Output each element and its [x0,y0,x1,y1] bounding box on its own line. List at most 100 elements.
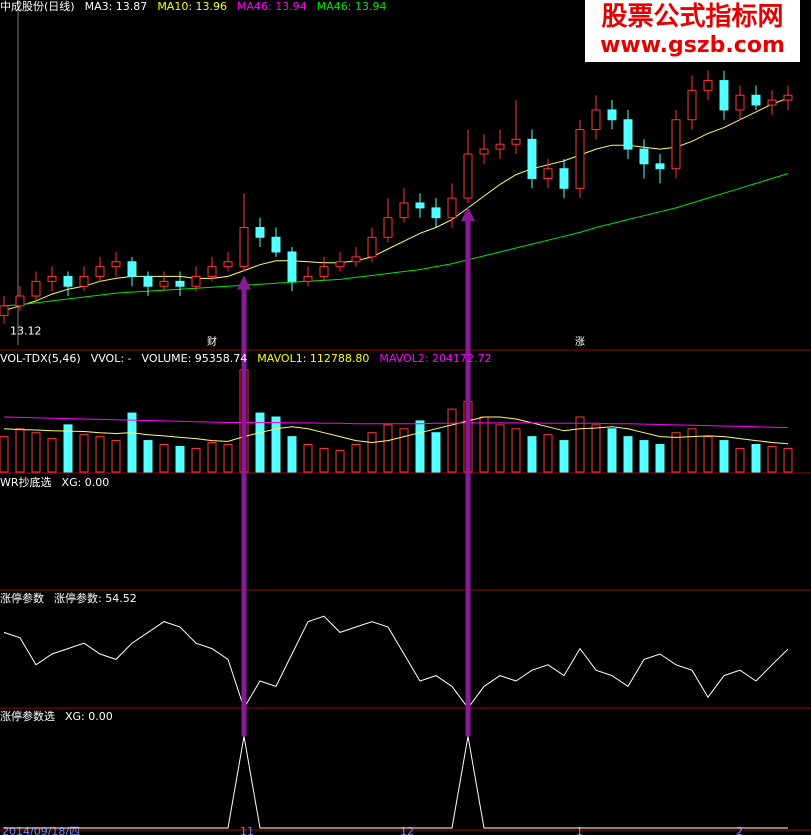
volume-bar [671,432,681,473]
candle-body [751,94,761,106]
volume-bar [127,412,137,473]
volume-bar [543,434,553,473]
candle-body [495,143,505,150]
candle-body [159,280,169,287]
volume-bar [15,428,25,473]
volume-bar [415,420,425,473]
legend-entry: MA3: 13.87 [84,0,148,13]
volume-bar [735,447,745,473]
candle-body [239,226,249,268]
volume-bar [0,436,9,473]
panel-title: 中成股份(日线) [0,0,75,13]
candle-body [383,217,393,238]
ma-line [3,97,789,312]
candle-body [623,119,633,150]
x-tick-label: 2 [736,825,743,835]
candle-body [287,251,297,282]
candle-body [543,168,553,180]
volume-bar [31,432,41,473]
volume-bar [95,436,105,473]
volume-bar [655,444,665,473]
candle-body [399,202,409,219]
legend-entry: MAVOL1: 112788.80 [257,352,370,365]
candle-body [527,138,537,180]
panel-header: WR抄底选 XG: 0.00 [0,476,109,489]
legend-entry: XG: 0.00 [65,710,113,723]
panel-title: 涨停参数选 [0,710,55,723]
candle-body [303,275,313,282]
x-tick-label: 12 [400,825,414,835]
volume-bar [591,424,601,473]
candle-body [719,80,729,111]
legend-entry: 涨停参数: 54.52 [54,592,137,605]
candle-body [687,89,697,121]
x-tick-label: 11 [240,825,254,835]
candle-body [511,138,521,145]
candle-body [783,94,793,101]
panel-title: VOL-TDX(5,46) [0,352,81,365]
candle-body [559,168,569,189]
volume-ma-line [3,416,789,429]
panel-header: VOL-TDX(5,46) VVOL: - VOLUME: 95358.74 MAVO… [0,352,492,365]
volume-bar [287,436,297,473]
candle-body [143,275,153,287]
legend-entry: XG: 0.00 [61,476,110,489]
x-tick-label: 2014/09/18/四 [2,825,80,835]
panel-header: 中成股份(日线) MA3: 13.87 MA10: 13.96 MA46: 13.94… [0,0,386,13]
panel-header: 涨停参数选 XG: 0.00 [0,710,113,723]
candle-body [31,280,41,297]
legend-entry: MA10: 13.96 [157,0,228,13]
x-tick-label: 1 [576,825,583,835]
volume-bar [607,428,617,473]
candle-body [575,129,585,189]
candle-body [639,148,649,165]
candle-body [431,207,441,219]
volume-bar [111,440,121,473]
candle-body [703,80,713,91]
volume-bar [159,444,169,473]
volume-bar [495,424,505,473]
volume-bar [559,440,569,473]
candle-body [63,275,73,287]
candle-body [191,275,201,287]
panel-title: 涨停参数 [0,592,44,605]
watermark-title: 股票公式指标网 [601,2,784,32]
volume-bar [767,445,777,473]
ma-line [3,173,789,307]
volume-bar [575,416,585,473]
candle-body [607,109,617,121]
candle-body [255,226,265,238]
volume-bar [271,416,281,473]
low-label: 13.12 [10,324,42,337]
legend-entry: MA46: 13.94 [237,0,307,13]
volume-bar [703,436,713,473]
candle-body [447,197,457,219]
volume-bar [303,444,313,473]
volume-bar [255,412,265,473]
candle-body [319,266,329,277]
candle-body [175,280,185,287]
indicator-line [3,615,789,710]
volume-bar [399,428,409,473]
candle-body [479,148,489,155]
candle-body [271,236,281,253]
watermark-url: www.gszb.com [600,33,785,58]
candle-body [95,266,105,277]
volume-bar [367,432,377,473]
indicator-line [4,736,788,829]
volume-bar [63,424,73,473]
candle-body [671,119,681,170]
legend-entry: VVOL: - [90,352,132,365]
watermark: 股票公式指标网 www.gszb.com [585,0,800,62]
volume-bar [623,436,633,473]
candle-body [79,275,89,287]
volume-bar [79,434,89,473]
candle-body [223,261,233,268]
volume-bar [335,449,345,473]
volume-bar [719,440,729,473]
panel-header: 涨停参数 涨停参数: 54.52 [0,592,137,605]
volume-bar [351,444,361,473]
event-label: 涨 [575,336,585,348]
volume-bar [47,438,57,473]
